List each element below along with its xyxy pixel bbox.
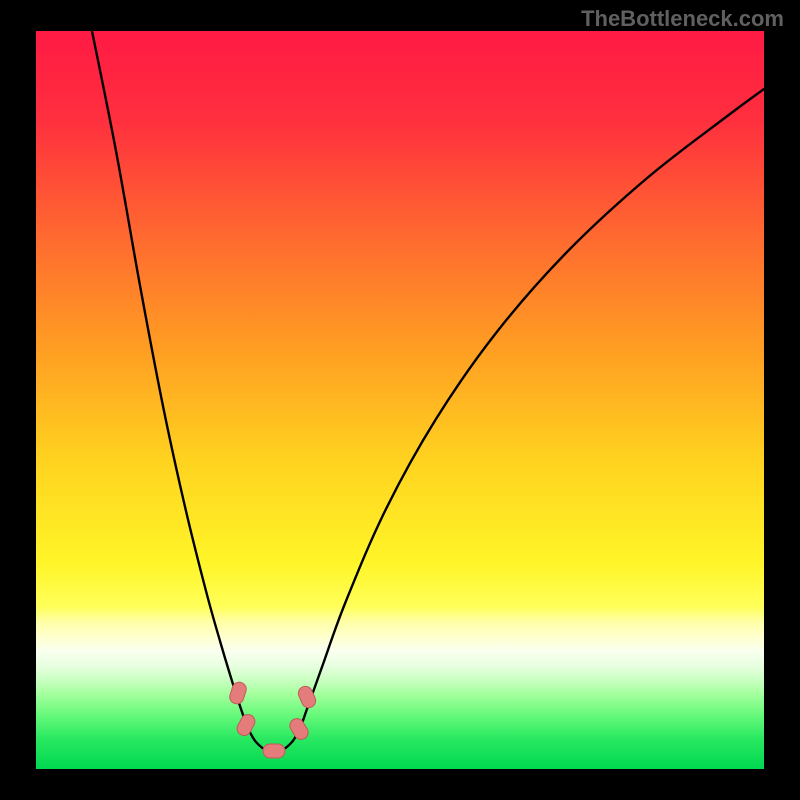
bottleneck-curve-chart xyxy=(36,31,764,769)
plot-area xyxy=(36,31,764,769)
watermark-text: TheBottleneck.com xyxy=(581,6,784,32)
data-marker xyxy=(263,744,285,758)
bottleneck-curve xyxy=(92,31,764,752)
data-marker xyxy=(287,716,311,742)
data-marker xyxy=(235,712,258,738)
data-marker xyxy=(228,680,248,705)
